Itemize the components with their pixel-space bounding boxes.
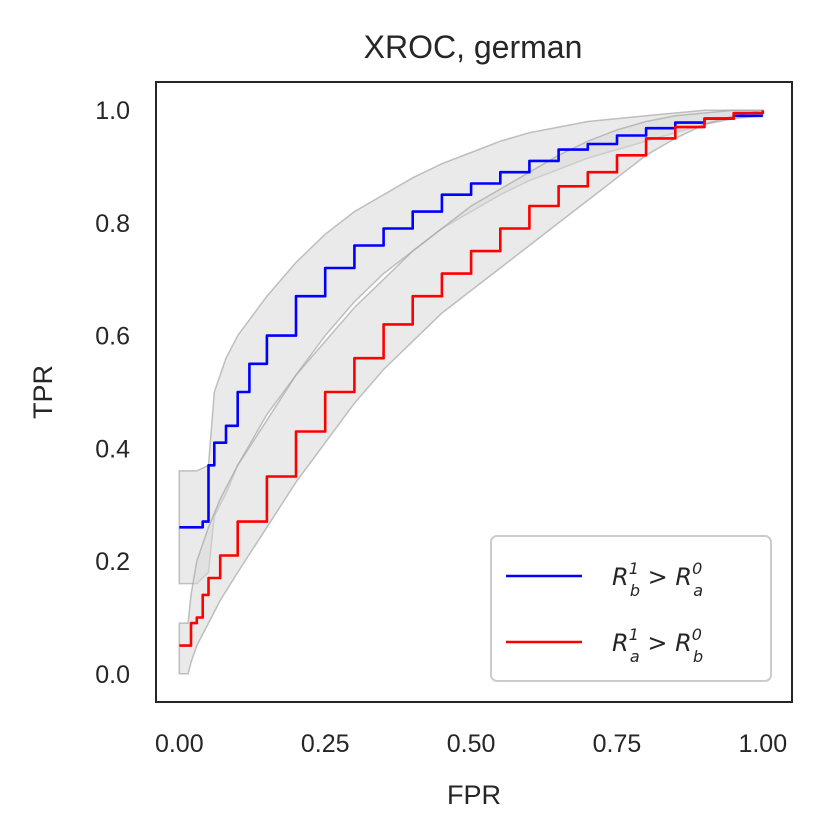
y-tick-labels: 0.0 0.2 0.4 0.6 0.8 1.0: [95, 97, 130, 689]
chart-title: XROC, german: [364, 29, 583, 65]
y-tick-label: 0.0: [95, 661, 130, 689]
x-tick-labels: 0.00 0.25 0.50 0.75 1.00: [155, 730, 787, 758]
roc-lines: [179, 110, 765, 647]
series-line-2: [179, 110, 765, 647]
x-tick-label: 1.00: [738, 730, 787, 758]
legend-label-1: R1 b > R0 a: [612, 559, 703, 600]
x-tick-label: 0.25: [301, 730, 350, 758]
y-tick-label: 0.2: [95, 548, 130, 576]
plot-frame: [155, 81, 793, 703]
x-tick-label: 0.00: [155, 730, 204, 758]
series-line-1: [179, 114, 763, 529]
y-tick-label: 0.8: [95, 210, 130, 238]
y-axis-title: TPR: [28, 365, 58, 419]
x-tick-label: 0.50: [447, 730, 496, 758]
legend: R1 b > R0 a R1 a > R0 b: [490, 535, 772, 682]
y-tick-label: 1.0: [95, 97, 130, 125]
legend-label-2: R1 a > R0 b: [612, 625, 703, 666]
x-tick-label: 0.75: [593, 730, 642, 758]
y-tick-label: 0.4: [95, 435, 130, 463]
x-axis-title: FPR: [447, 780, 501, 810]
y-tick-label: 0.6: [95, 323, 130, 351]
legend-box: [490, 535, 772, 682]
